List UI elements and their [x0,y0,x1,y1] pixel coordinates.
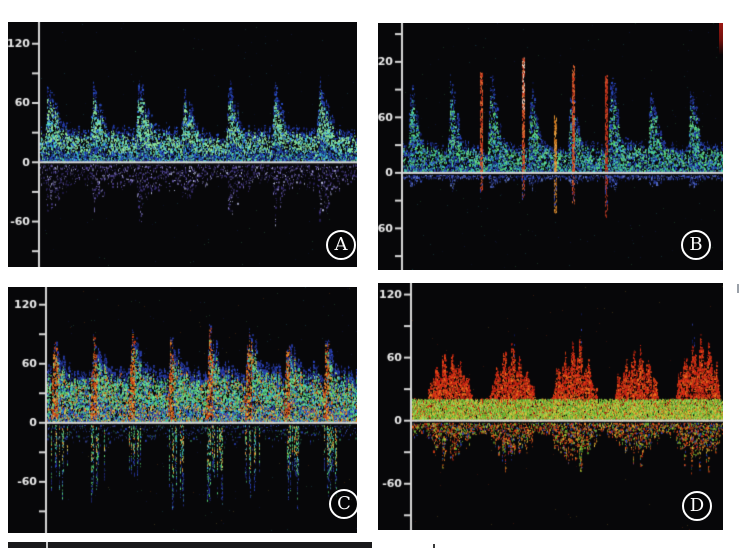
panel-label-a: A [326,230,356,260]
doppler-spectrum-canvas-c [8,287,357,533]
panel-a: A [8,22,357,267]
strip-tick-mark [433,544,435,548]
partial-panel-strip [8,542,372,548]
strip-axis-line [46,542,48,548]
red-edge-artifact [719,23,723,55]
panel-label-c: C [329,489,359,519]
doppler-spectrum-canvas-b [378,23,723,270]
doppler-spectrum-canvas-d [378,283,723,530]
edge-artifact-line [737,284,739,293]
panel-b: B [378,23,723,270]
doppler-spectrum-canvas-a [8,22,357,267]
panel-c: C [8,287,359,533]
panel-label-d: D [682,491,712,521]
panel-label-b: B [681,230,711,260]
panel-d: D [378,283,723,530]
